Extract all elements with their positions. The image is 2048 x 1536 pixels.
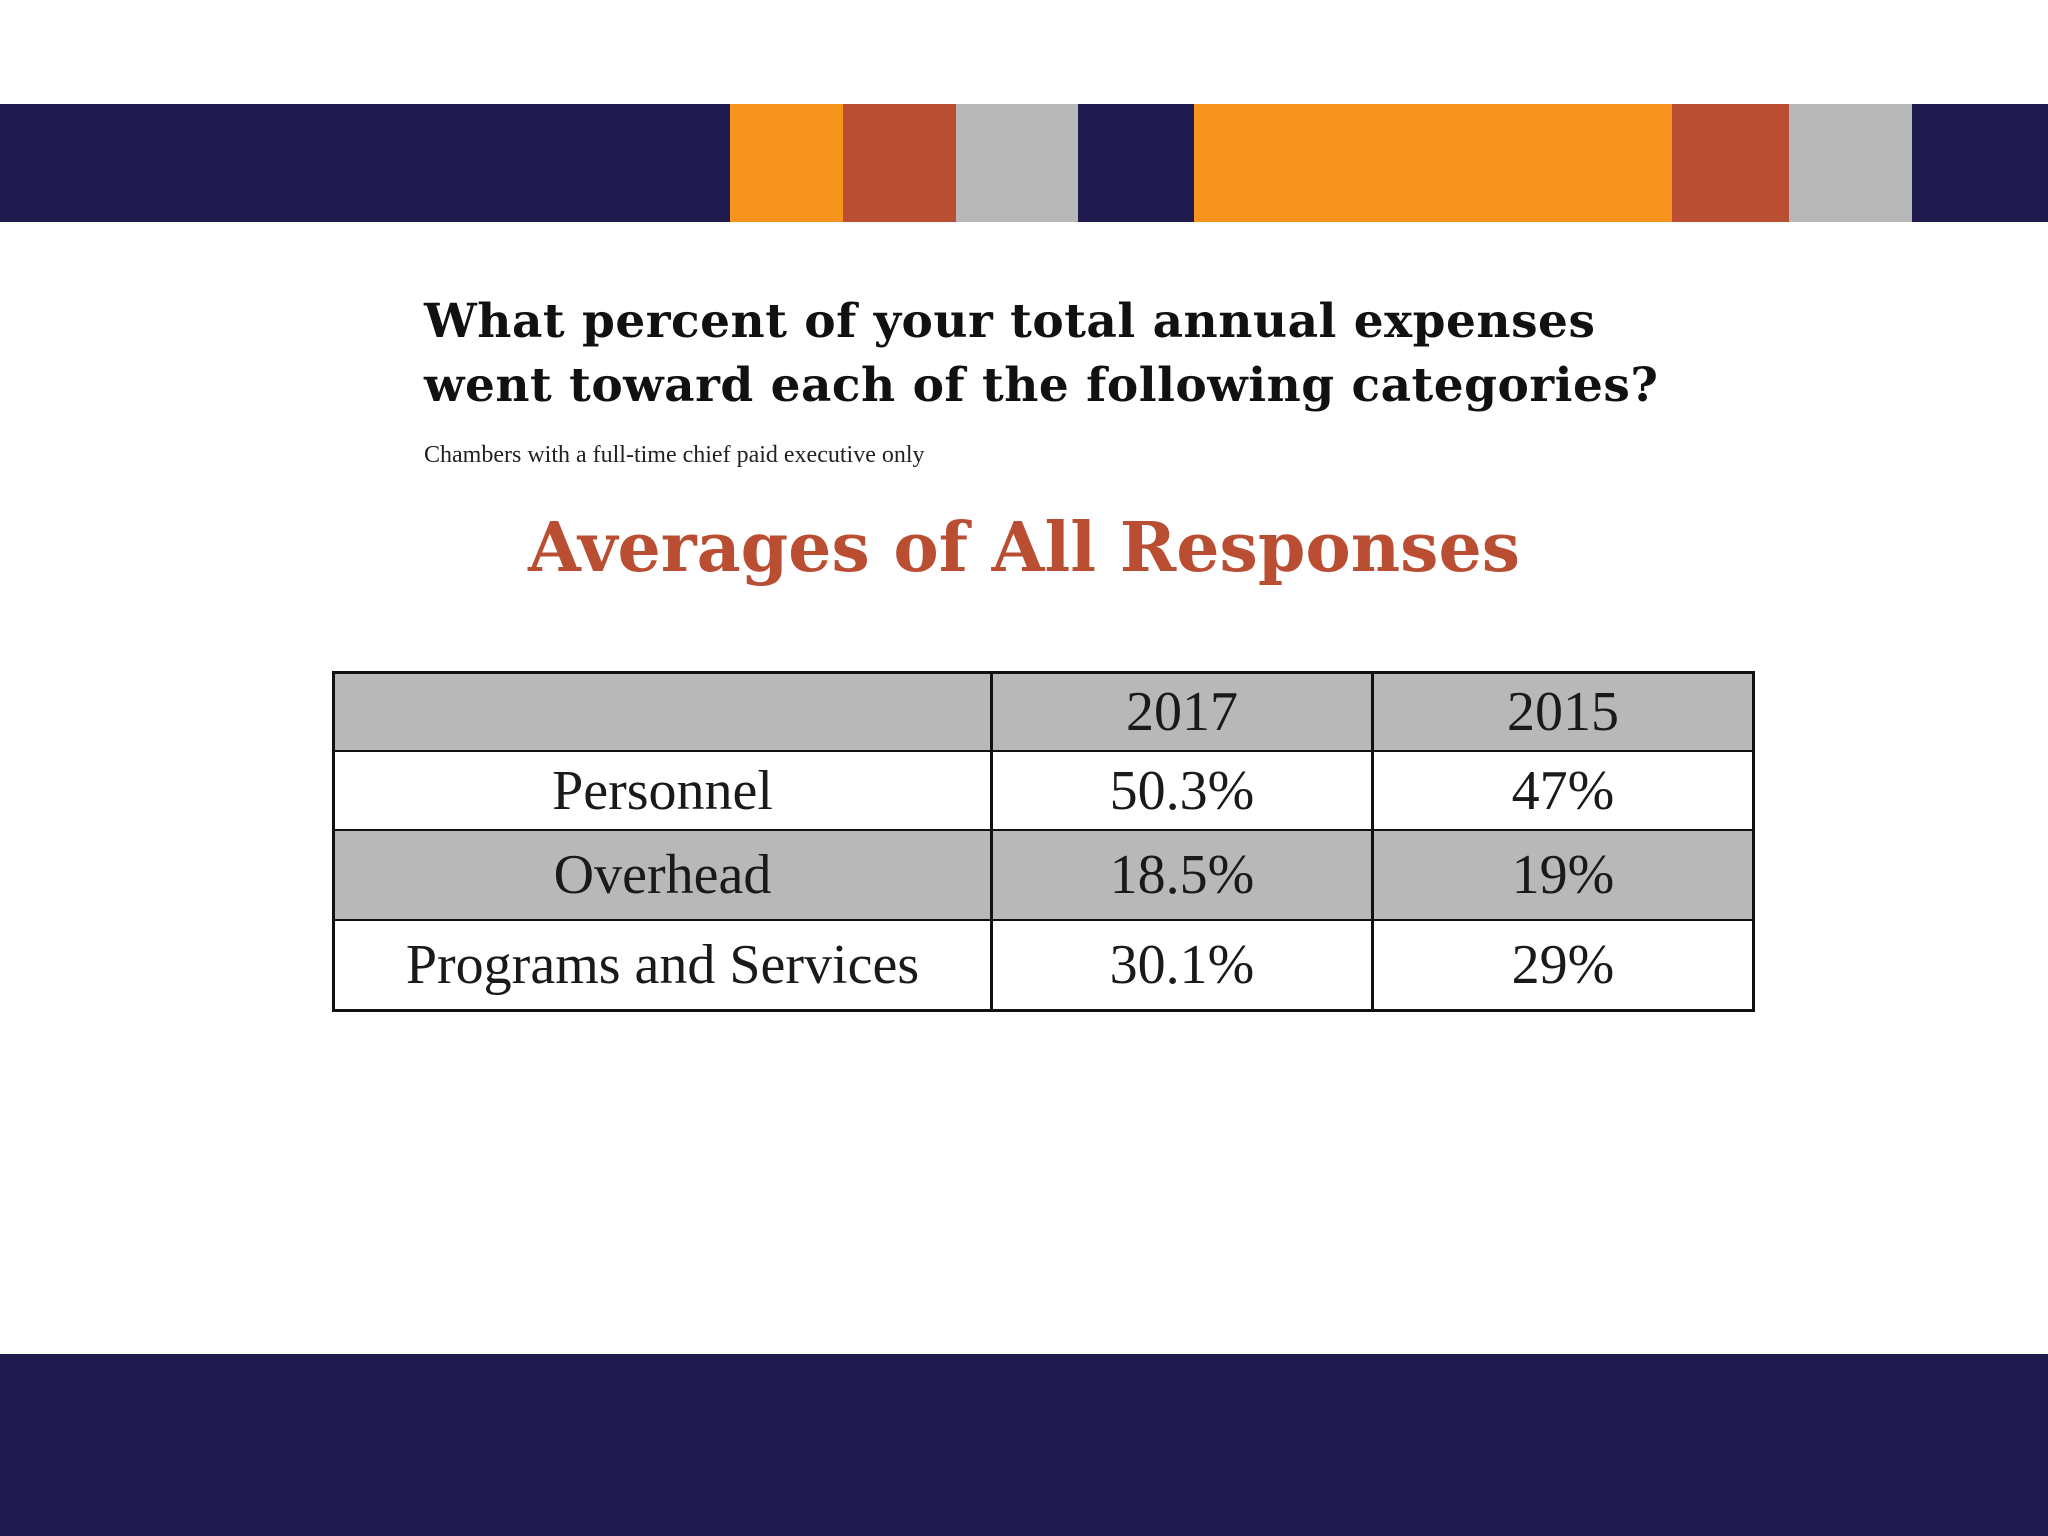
survey-question: What percent of your total annual expens… (424, 290, 1724, 418)
value-cell-2015: 47% (1371, 750, 1755, 831)
header-cell-blank (332, 671, 993, 752)
question-line-2: went toward each of the following catego… (424, 358, 1659, 413)
row-label-cell: Personnel (332, 750, 993, 831)
value-cell-2017: 50.3% (990, 750, 1374, 831)
table-heading: Averages of All Responses (527, 508, 1521, 588)
table-row: Personnel 50.3% 47% (332, 750, 1755, 831)
band-segment-navy-left (0, 104, 730, 222)
header-cell-2015: 2015 (1371, 671, 1755, 752)
table-header-row: 2017 2015 (332, 671, 1755, 752)
header-cell-2017: 2017 (990, 671, 1374, 752)
band-segment-rust-1 (843, 104, 956, 222)
value-cell-2015: 29% (1371, 919, 1755, 1012)
band-segment-gray-2 (1789, 104, 1912, 222)
band-segment-navy-right (1912, 104, 2048, 222)
top-decorative-band (0, 104, 2048, 222)
table-row: Overhead 18.5% 19% (332, 829, 1755, 921)
row-label-cell: Programs and Services (332, 919, 993, 1012)
band-segment-orange-1 (730, 104, 843, 222)
band-segment-gray-1 (956, 104, 1078, 222)
band-segment-orange-2 (1194, 104, 1672, 222)
band-segment-rust-2 (1672, 104, 1789, 222)
row-label-cell: Overhead (332, 829, 993, 921)
respondent-note: Chambers with a full-time chief paid exe… (424, 442, 925, 468)
band-segment-navy-mid (1078, 104, 1194, 222)
expense-table: 2017 2015 Personnel 50.3% 47% Overhead 18.5% 19… (332, 671, 1755, 1012)
bottom-decorative-band (0, 1354, 2048, 1536)
value-cell-2015: 19% (1371, 829, 1755, 921)
value-cell-2017: 30.1% (990, 919, 1374, 1012)
table-row: Programs and Services 30.1% 29% (332, 919, 1755, 1012)
value-cell-2017: 18.5% (990, 829, 1374, 921)
question-line-1: What percent of your total annual expens… (424, 294, 1596, 349)
